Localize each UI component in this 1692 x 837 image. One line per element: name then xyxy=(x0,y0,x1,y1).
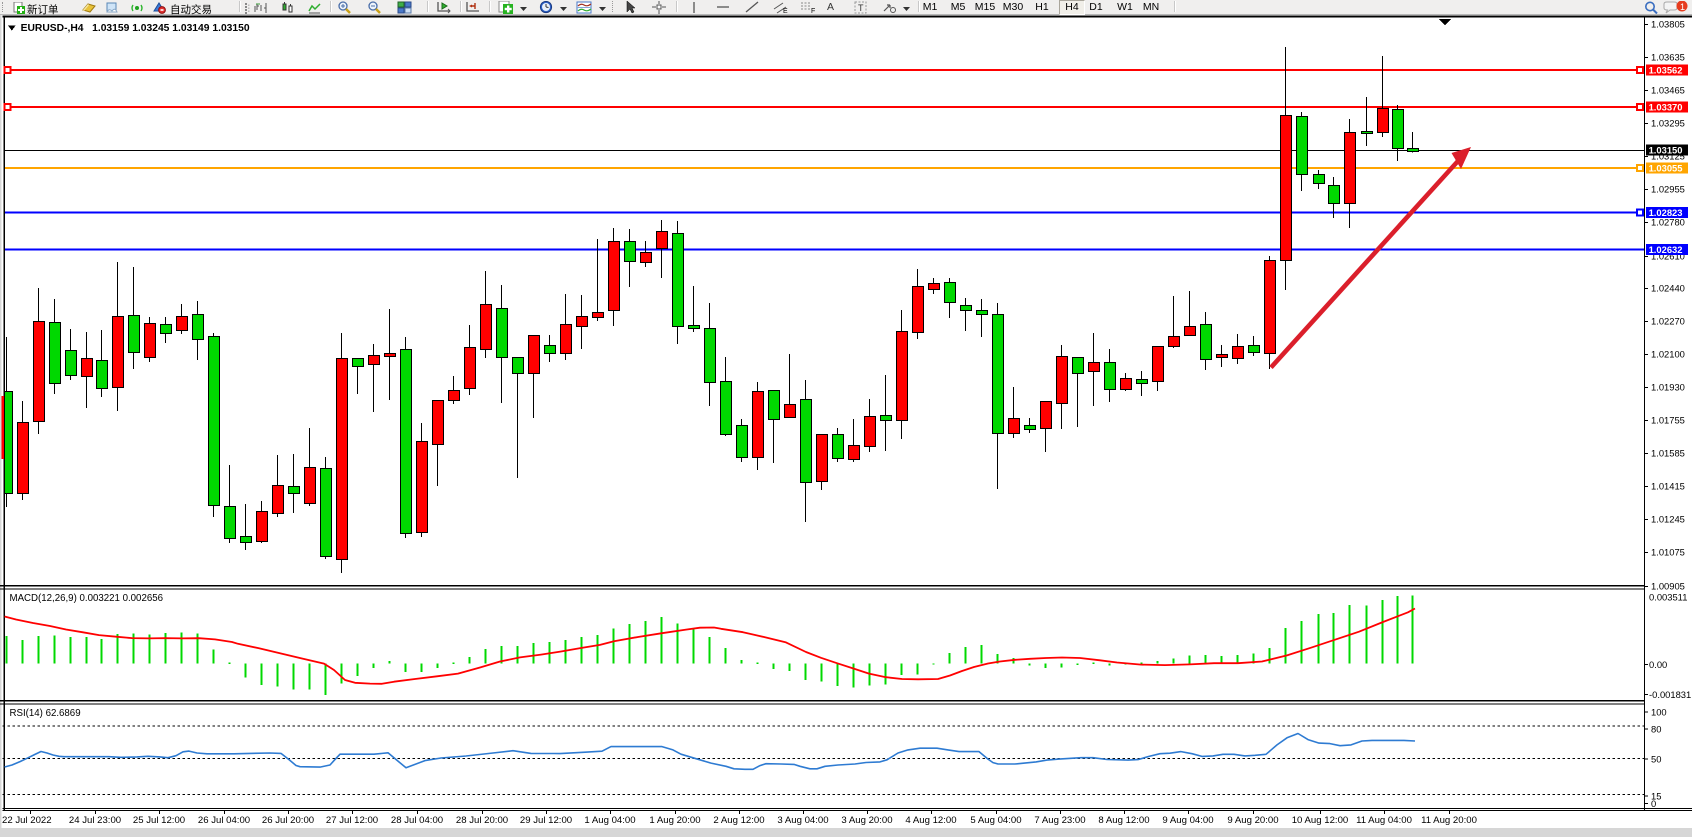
svg-text:1.00905: 1.00905 xyxy=(1651,581,1685,592)
svg-text:100: 100 xyxy=(1651,707,1667,718)
svg-text:F: F xyxy=(811,8,815,14)
svg-text:1.01245: 1.01245 xyxy=(1651,514,1685,525)
svg-text:1.01930: 1.01930 xyxy=(1651,382,1685,393)
svg-text:8 Aug 12:00: 8 Aug 12:00 xyxy=(1098,815,1149,826)
svg-text:1.02100: 1.02100 xyxy=(1651,349,1685,360)
svg-text:11 Aug 04:00: 11 Aug 04:00 xyxy=(1356,815,1412,826)
svg-text:0.00: 0.00 xyxy=(1649,659,1667,670)
svg-text:7 Aug 23:00: 7 Aug 23:00 xyxy=(1034,815,1085,826)
svg-text:0: 0 xyxy=(1651,798,1656,809)
svg-text:1.02955: 1.02955 xyxy=(1651,184,1685,195)
svg-text:28 Jul 20:00: 28 Jul 20:00 xyxy=(456,815,508,826)
svg-text:T: T xyxy=(858,3,864,13)
svg-text:1.01415: 1.01415 xyxy=(1651,481,1685,492)
svg-text:50: 50 xyxy=(1651,753,1661,764)
svg-text:27 Jul 12:00: 27 Jul 12:00 xyxy=(326,815,378,826)
svg-text:1.03562: 1.03562 xyxy=(1649,65,1683,76)
svg-text:1.03295: 1.03295 xyxy=(1651,118,1685,129)
svg-text:1.02823: 1.02823 xyxy=(1649,207,1683,218)
svg-text:9 Aug 20:00: 9 Aug 20:00 xyxy=(1227,815,1278,826)
svg-text:3 Aug 04:00: 3 Aug 04:00 xyxy=(777,815,828,826)
svg-text:15: 15 xyxy=(1651,791,1661,802)
svg-text:11 Aug 20:00: 11 Aug 20:00 xyxy=(1421,815,1477,826)
svg-text:MACD(12,26,9) 0.003221 0.00265: MACD(12,26,9) 0.003221 0.002656 xyxy=(10,593,164,604)
svg-text:EURUSD-,H4 1.03159 1.03245 1: EURUSD-,H4 1.03159 1.03245 1.03149 1.031… xyxy=(21,23,250,34)
svg-text:1.03805: 1.03805 xyxy=(1651,19,1685,30)
svg-text:1 Aug 04:00: 1 Aug 04:00 xyxy=(584,815,635,826)
svg-text:22 Jul 2022: 22 Jul 2022 xyxy=(2,815,52,826)
svg-text:1.01755: 1.01755 xyxy=(1651,415,1685,426)
svg-text:80: 80 xyxy=(1651,724,1661,735)
svg-text:1.03465: 1.03465 xyxy=(1651,85,1685,96)
svg-text:1.03150: 1.03150 xyxy=(1649,145,1683,156)
svg-text:1.01075: 1.01075 xyxy=(1651,547,1685,558)
svg-text:2 Aug 12:00: 2 Aug 12:00 xyxy=(713,815,764,826)
svg-text:1.03370: 1.03370 xyxy=(1649,102,1683,113)
svg-text:24 Jul 23:00: 24 Jul 23:00 xyxy=(69,815,121,826)
svg-text:1.03055: 1.03055 xyxy=(1649,163,1683,174)
svg-text:RSI(14) 62.6869: RSI(14) 62.6869 xyxy=(10,708,81,719)
svg-text:4 Aug 12:00: 4 Aug 12:00 xyxy=(905,815,956,826)
svg-text:5 Aug 04:00: 5 Aug 04:00 xyxy=(970,815,1021,826)
svg-text:1.02610: 1.02610 xyxy=(1651,251,1685,262)
svg-text:-0.001831: -0.001831 xyxy=(1649,689,1691,700)
svg-text:1.03125: 1.03125 xyxy=(1651,151,1685,162)
svg-text:26 Jul 04:00: 26 Jul 04:00 xyxy=(198,815,250,826)
svg-text:29 Jul 12:00: 29 Jul 12:00 xyxy=(520,815,572,826)
svg-text:1.02632: 1.02632 xyxy=(1649,244,1683,255)
svg-text:0.003511: 0.003511 xyxy=(1649,592,1687,603)
svg-text:9 Aug 04:00: 9 Aug 04:00 xyxy=(1162,815,1213,826)
svg-text:3 Aug 20:00: 3 Aug 20:00 xyxy=(841,815,892,826)
svg-text:26 Jul 20:00: 26 Jul 20:00 xyxy=(262,815,314,826)
svg-text:10 Aug 12:00: 10 Aug 12:00 xyxy=(1292,815,1349,826)
svg-text:28 Jul 04:00: 28 Jul 04:00 xyxy=(391,815,443,826)
svg-text:25 Jul 12:00: 25 Jul 12:00 xyxy=(133,815,185,826)
svg-text:1.03635: 1.03635 xyxy=(1651,52,1685,63)
svg-text:1 Aug 20:00: 1 Aug 20:00 xyxy=(649,815,700,826)
svg-text:1.01585: 1.01585 xyxy=(1651,448,1685,459)
svg-text:1: 1 xyxy=(1680,2,1685,12)
svg-text:1.02780: 1.02780 xyxy=(1651,217,1685,228)
svg-text:1.02440: 1.02440 xyxy=(1651,283,1685,294)
svg-text:1.02270: 1.02270 xyxy=(1651,316,1685,327)
svg-text:E: E xyxy=(783,8,788,14)
